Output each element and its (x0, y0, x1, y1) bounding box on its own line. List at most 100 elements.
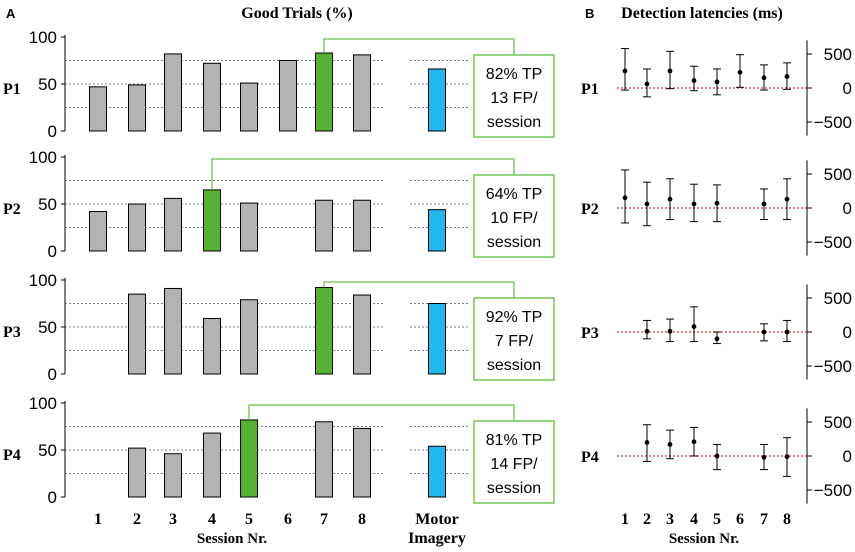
y-tick-label: 50 (38, 318, 57, 337)
y-tick-label: 0 (48, 365, 57, 384)
mean-point (644, 440, 650, 445)
y-tick-label: 50 (38, 195, 57, 214)
x-tick-label: 7 (320, 511, 328, 528)
latency-row-p1: P1 −500 0 500 (581, 40, 852, 136)
y-tick-label: 0 (48, 488, 57, 507)
bar-best-session (315, 287, 333, 375)
mean-point (714, 200, 720, 206)
error-bar-session-4 (690, 183, 698, 223)
participant-label: P1 (3, 81, 21, 98)
y-tick-label: 100 (29, 394, 57, 413)
y-tick-label: 0 (48, 122, 57, 141)
y-tick-label: −500 (814, 357, 852, 376)
mean-point (784, 329, 790, 335)
bar-session-5 (240, 202, 258, 252)
error-bar-session-4 (690, 65, 698, 92)
bar-session-7 (315, 421, 333, 498)
bar-session-1 (89, 211, 107, 252)
panel-a-letter: A (6, 6, 16, 21)
error-bar-session-1 (621, 169, 629, 224)
mean-point (714, 453, 720, 459)
error-bar-session-5 (713, 443, 721, 471)
mean-point (667, 68, 673, 74)
best-session-connector (248, 404, 515, 421)
summary-line: session (487, 480, 541, 497)
mean-point (622, 195, 628, 201)
bar-session-8 (353, 54, 371, 132)
latency-row-p2: P2 −500 0 500 (581, 160, 852, 256)
summary-line: 14 FP/ (490, 456, 538, 473)
mean-point (644, 201, 650, 207)
mean-point (761, 75, 767, 81)
x-tick-label: 2 (643, 511, 651, 528)
x-tick-label: 6 (284, 511, 292, 528)
error-bar-session-8 (783, 62, 791, 90)
summary-box (473, 297, 555, 381)
error-bar-session-3 (666, 318, 674, 343)
x-tick-label: 8 (358, 511, 366, 528)
participant-label: P4 (3, 447, 21, 464)
bar-session-2 (128, 203, 146, 252)
y-tick-label: 500 (824, 289, 852, 308)
bar-motor-imagery (428, 445, 446, 498)
mean-point (691, 324, 697, 329)
summary-line: session (487, 357, 541, 374)
mean-point (644, 328, 650, 334)
x-tick-label-imagery: Imagery (408, 530, 466, 547)
summary-line: 92% TP (486, 309, 543, 326)
panel-b-title: Detection latencies (ms) (621, 5, 783, 22)
x-tick-label: 3 (666, 511, 674, 528)
panel-b: B Detection latencies (ms) P1−5000500P2−… (581, 5, 852, 547)
bar-row-p2: P2 0 50 100 64% TP 10 FP/session (3, 148, 555, 261)
error-bar-session-5 (713, 331, 721, 345)
error-bar-session-4 (690, 306, 698, 343)
bar-session-8 (353, 199, 371, 252)
y-tick-label: −500 (814, 233, 852, 252)
bar-session-2 (128, 447, 146, 498)
error-bar-session-4 (690, 426, 698, 457)
best-session-connector (211, 158, 515, 190)
mean-point (714, 79, 720, 85)
bar-session-4 (203, 62, 221, 132)
mean-point (644, 81, 650, 87)
error-bar-session-7 (760, 323, 768, 342)
mean-point (784, 74, 790, 79)
mean-point (761, 329, 767, 335)
mean-point (667, 442, 673, 447)
y-tick-label: 0 (843, 323, 852, 342)
error-bar-session-5 (713, 184, 721, 223)
bar-session-3 (164, 453, 182, 498)
y-tick-label: 500 (824, 413, 852, 432)
y-tick-label: 0 (843, 79, 852, 98)
mean-point (761, 454, 767, 460)
latency-row-p4: P4 −500 0 500 (581, 408, 852, 504)
y-tick-label: 500 (824, 165, 852, 184)
panel-a-title: Good Trials (%) (241, 5, 352, 22)
bar-session-8 (353, 294, 371, 375)
error-bar-session-8 (783, 178, 791, 221)
y-tick-label: −500 (814, 481, 852, 500)
error-bar-session-7 (760, 188, 768, 221)
summary-box (473, 54, 555, 138)
mean-point (784, 454, 790, 460)
y-tick-label: 0 (843, 199, 852, 218)
x-tick-label: 7 (760, 511, 768, 528)
panel-a-rows: P1 0 50 100 82% TP 13 FP/session P2 0 50 100 64% T… (3, 28, 555, 507)
bar-row-p4: P4 0 50 100 81% TP 14 FP/session (3, 394, 555, 507)
error-bar-session-1 (621, 48, 629, 91)
x-tick-label: 1 (621, 511, 629, 528)
summary-line: session (487, 114, 541, 131)
mean-point (691, 78, 697, 83)
error-bar-session-3 (666, 429, 674, 460)
y-tick-label: 100 (29, 148, 57, 167)
panel-b-rows: P1 −500 0 500 P2 −500 0 500 P3 −500 0 500 P4 −500 0 500 (581, 40, 852, 504)
panel-b-letter: B (585, 6, 594, 21)
y-tick-label: 100 (29, 271, 57, 290)
error-bar-session-8 (783, 437, 791, 477)
summary-line: 7 FP/ (495, 333, 534, 350)
bar-session-2 (128, 84, 146, 132)
bar-session-3 (164, 287, 182, 375)
bar-session-4 (203, 318, 221, 375)
